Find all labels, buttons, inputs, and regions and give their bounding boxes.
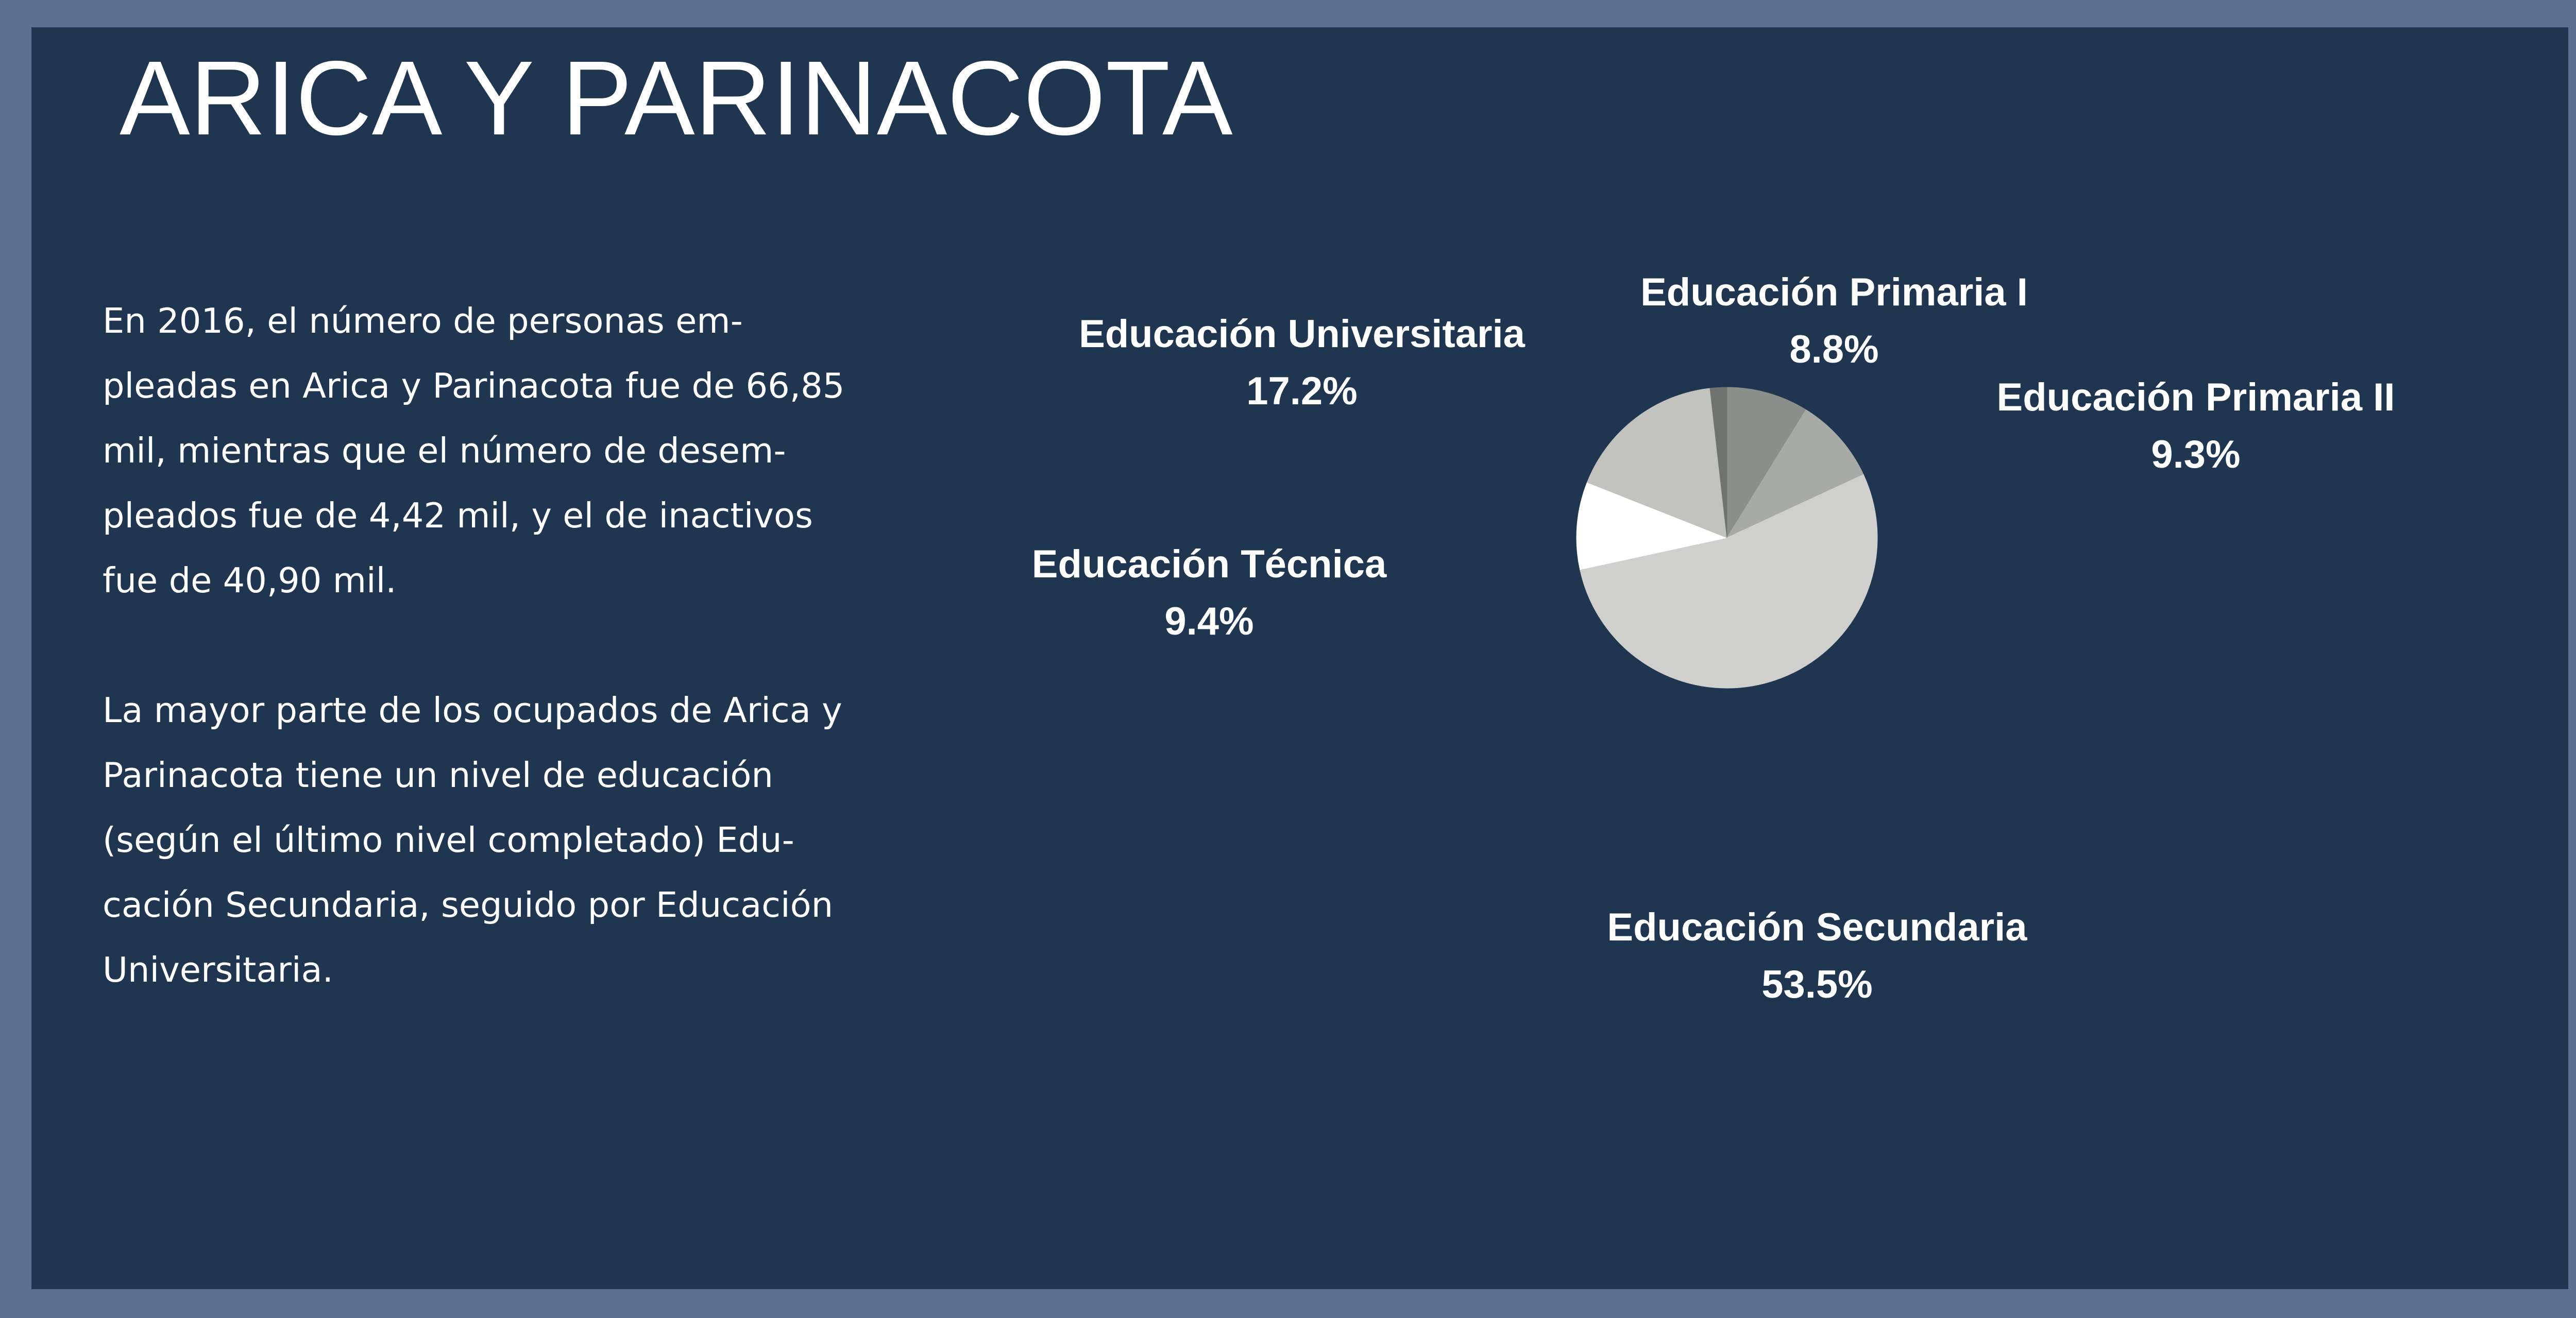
pie-label-name: Educación Primaria II	[1996, 375, 2395, 419]
pie-slice-minor	[1709, 387, 1727, 538]
summary-text: En 2016, el número de personas em- plead…	[103, 288, 886, 1067]
pie-slice-educacion-primaria-i	[1726, 387, 1807, 539]
pie-label-value: 9.4%	[1164, 600, 1254, 643]
pie-label-primaria-ii: Educación Primaria II 9.3%	[1997, 369, 2395, 483]
paragraph-employment: En 2016, el número de personas em- plead…	[103, 301, 845, 601]
pie-slice-educacion-primaria-ii	[1726, 409, 1864, 539]
pie-label-universitaria: Educación Universitaria 17.2%	[1079, 305, 1525, 420]
pie-label-value: 9.3%	[2151, 433, 2241, 476]
pie-slice-educacion-tecnica	[1576, 482, 1728, 570]
slide-title: ARICA Y PARINACOTA	[120, 39, 1233, 157]
pie-slices	[1576, 387, 1878, 689]
pie-label-secundaria: Educación Secundaria 53.5%	[1607, 899, 2027, 1013]
pie-slice-educacion-secundaria	[1580, 474, 1878, 689]
pie-label-tecnica: Educación Técnica 9.4%	[1032, 536, 1386, 650]
pie-label-name: Educación Técnica	[1031, 542, 1387, 586]
pie-label-value: 53.5%	[1761, 963, 1873, 1006]
pie-slice-educacion-universitaria	[1586, 388, 1727, 538]
pie-label-name: Educación Universitaria	[1079, 312, 1525, 356]
pie-label-name: Educación Primaria I	[1640, 270, 2028, 314]
pie-label-name: Educación Secundaria	[1607, 905, 2027, 949]
pie-label-value: 8.8%	[1789, 328, 1879, 371]
pie-label-primaria-i: Educación Primaria I 8.8%	[1640, 264, 2028, 378]
paragraph-education: La mayor parte de los ocupados de Arica …	[103, 690, 842, 990]
pie-label-value: 17.2%	[1246, 369, 1358, 413]
